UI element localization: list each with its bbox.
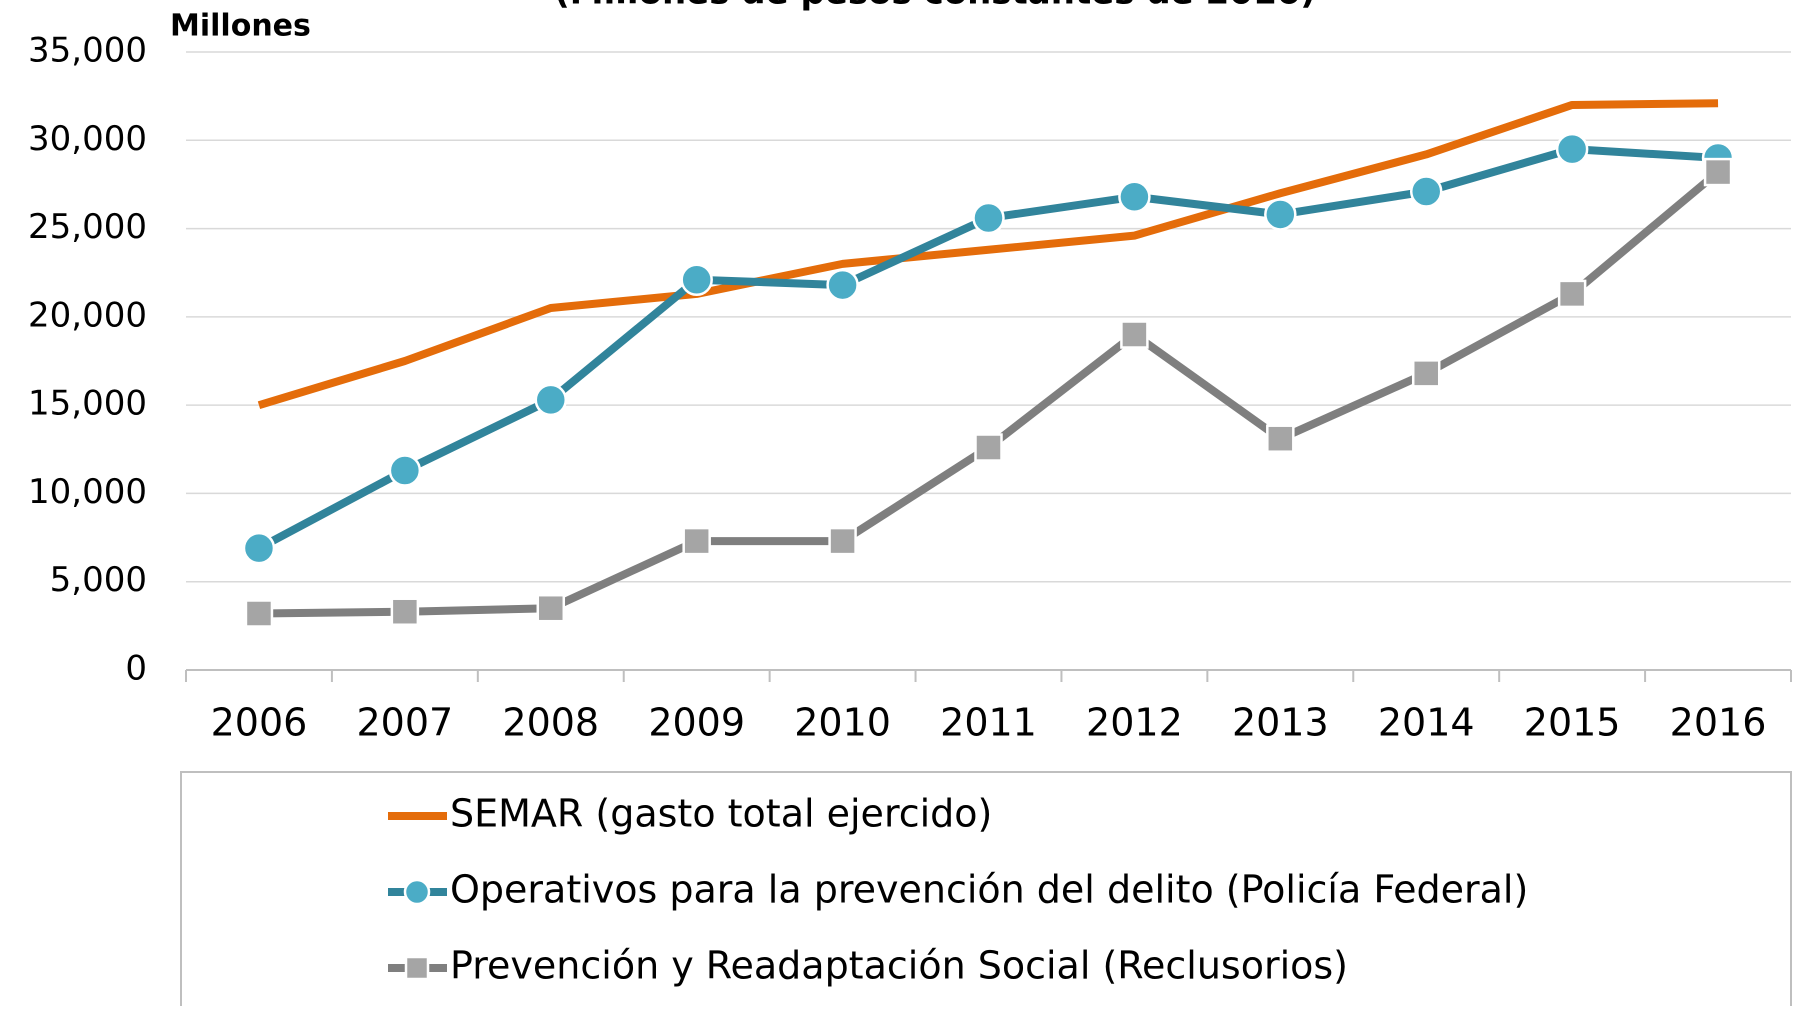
x-tick-label: 2006 xyxy=(211,701,308,745)
data-point xyxy=(682,526,711,556)
x-tick-label: 2011 xyxy=(940,701,1037,745)
x-tick-label: 2007 xyxy=(357,701,454,745)
x-tick-label: 2013 xyxy=(1232,701,1329,745)
chart-title: (Millones de pesos constantes de 2016) xyxy=(554,0,1315,13)
data-point xyxy=(972,201,1005,235)
legend-label: SEMAR (gasto total ejercido) xyxy=(450,792,992,836)
data-point xyxy=(242,531,276,565)
x-tick-label: 2014 xyxy=(1378,701,1475,745)
y-tick-label: 30,000 xyxy=(28,119,147,159)
legend-label: Operativos para la prevención del delito… xyxy=(450,868,1528,912)
data-point xyxy=(974,433,1003,462)
series-line xyxy=(258,168,1721,618)
y-tick-label: 25,000 xyxy=(28,207,147,247)
y-tick-label: 15,000 xyxy=(28,384,147,424)
data-point xyxy=(828,526,857,556)
data-point xyxy=(680,263,713,297)
data-point xyxy=(1266,424,1295,453)
data-point xyxy=(1118,180,1151,214)
x-tick-label: 2008 xyxy=(502,701,599,745)
y-axis-label: Millones xyxy=(170,9,311,44)
data-point xyxy=(1703,157,1733,187)
legend-marker xyxy=(404,955,430,981)
data-point xyxy=(1411,359,1441,388)
x-tick-label: 2016 xyxy=(1670,701,1767,745)
legend-marker xyxy=(403,878,431,906)
data-point xyxy=(1555,132,1589,166)
data-point xyxy=(1264,198,1297,231)
y-tick-label: 5,000 xyxy=(50,560,147,600)
y-tick-label: 35,000 xyxy=(28,31,147,71)
y-tick-label: 20,000 xyxy=(28,295,147,335)
data-point xyxy=(534,383,568,417)
y-tick-label: 10,000 xyxy=(28,472,147,512)
legend-box xyxy=(180,771,1792,1010)
data-point xyxy=(536,593,566,623)
x-tick-label: 2010 xyxy=(794,701,891,745)
data-point xyxy=(1409,175,1443,208)
data-point xyxy=(1557,279,1587,309)
x-tick-label: 2009 xyxy=(648,701,745,745)
y-tick-label: 0 xyxy=(125,649,147,689)
data-point xyxy=(244,599,274,628)
data-point xyxy=(390,597,420,626)
data-point xyxy=(826,268,859,302)
series-line xyxy=(257,99,1719,409)
x-tick-label: 2012 xyxy=(1086,701,1183,745)
data-point xyxy=(1120,320,1149,349)
data-point xyxy=(388,454,422,487)
x-tick-label: 2015 xyxy=(1524,701,1621,745)
legend-label: Prevención y Readaptación Social (Reclus… xyxy=(450,944,1348,988)
